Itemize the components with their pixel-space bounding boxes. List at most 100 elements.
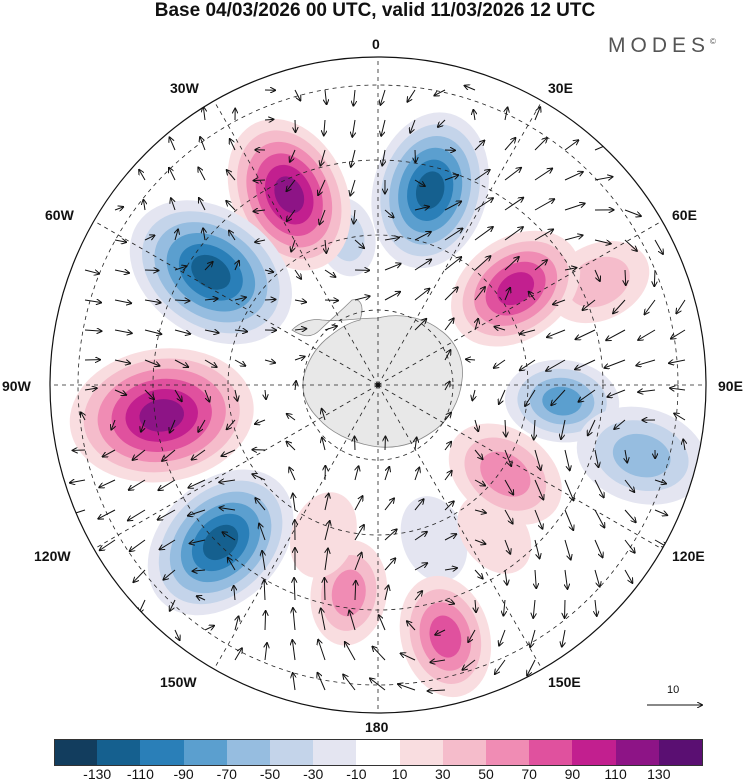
wind-vector bbox=[354, 496, 363, 511]
wind-vector bbox=[604, 359, 626, 368]
wind-vector bbox=[624, 569, 632, 583]
modes-logo: MODES© bbox=[608, 34, 716, 58]
wind-vector bbox=[638, 329, 656, 340]
wind-vector bbox=[133, 569, 146, 582]
wind-vector bbox=[564, 203, 585, 211]
wind-vector bbox=[534, 479, 543, 499]
reference-vector-label: 10 bbox=[667, 684, 680, 696]
wind-vector bbox=[654, 239, 663, 254]
wind-vector bbox=[384, 292, 400, 301]
wind-vector bbox=[111, 419, 115, 430]
anomaly-center-15 bbox=[290, 492, 357, 578]
wind-vector bbox=[160, 539, 176, 549]
wind-vector bbox=[534, 138, 547, 151]
wind-vector bbox=[325, 239, 326, 253]
wind-vector bbox=[144, 389, 154, 399]
wind-vector bbox=[504, 257, 519, 271]
wind-vector bbox=[343, 675, 356, 691]
wind-vector bbox=[407, 89, 416, 102]
wind-vector bbox=[414, 207, 429, 210]
wind-vector bbox=[527, 659, 536, 675]
wind-vector bbox=[444, 600, 454, 604]
wind-vector bbox=[444, 175, 458, 181]
anomaly-contour bbox=[274, 176, 305, 214]
wind-vector bbox=[564, 268, 576, 270]
wind-vector bbox=[322, 409, 325, 421]
wind-vector bbox=[384, 264, 401, 271]
anomaly-center-6 bbox=[147, 469, 294, 616]
wind-vector bbox=[504, 198, 523, 211]
wind-vector bbox=[534, 539, 540, 558]
wind-vector bbox=[169, 168, 176, 181]
colorbar-box bbox=[486, 739, 530, 766]
wind-vector bbox=[204, 330, 219, 333]
wind-vector bbox=[325, 549, 328, 571]
wind-vector bbox=[505, 419, 506, 436]
wind-vector bbox=[414, 179, 425, 186]
wind-vector bbox=[474, 479, 485, 486]
wind-vector bbox=[141, 419, 146, 432]
wind-vector bbox=[349, 611, 356, 631]
wind-vector bbox=[174, 389, 182, 401]
lon-label-0: 0 bbox=[372, 36, 380, 52]
wind-vector bbox=[434, 89, 446, 95]
wind-vector bbox=[534, 509, 542, 529]
colorbar-box bbox=[356, 739, 401, 766]
wind-vector bbox=[503, 599, 505, 616]
wind-vector bbox=[324, 300, 338, 301]
wind-vector bbox=[382, 149, 385, 165]
wind-vector bbox=[219, 480, 236, 482]
wind-vector bbox=[414, 499, 424, 511]
wind-vector bbox=[162, 449, 176, 461]
wind-vector bbox=[128, 509, 146, 520]
wind-vector bbox=[318, 640, 326, 661]
lon-label-120e: 120E bbox=[672, 548, 705, 564]
colorbar-box bbox=[615, 739, 660, 766]
anomaly-center-5 bbox=[69, 348, 254, 483]
wind-vector bbox=[534, 260, 547, 271]
wind-vector bbox=[428, 690, 446, 691]
colorbar-tick-label: 70 bbox=[521, 766, 537, 782]
wind-vector bbox=[638, 390, 656, 392]
colorbar-box bbox=[313, 739, 357, 766]
wind-vector bbox=[474, 510, 486, 513]
wind-vector bbox=[595, 599, 597, 616]
wind-vector bbox=[624, 239, 637, 251]
wind-vector bbox=[265, 643, 267, 661]
wind-vector bbox=[264, 299, 275, 300]
anomaly-contour bbox=[202, 524, 239, 561]
wind-vector bbox=[475, 419, 478, 431]
wind-vector bbox=[624, 509, 636, 522]
wind-vector bbox=[564, 509, 573, 530]
wind-vector bbox=[576, 329, 596, 339]
wind-vector bbox=[235, 616, 239, 631]
wind-vector bbox=[199, 198, 206, 211]
wind-vector bbox=[354, 525, 364, 541]
lon-label-30e: 30E bbox=[548, 80, 573, 96]
colorbar-tick-label: -130 bbox=[83, 766, 112, 782]
wind-vector bbox=[144, 329, 161, 334]
wind-vector bbox=[414, 319, 426, 331]
anomaly-center-8 bbox=[399, 575, 492, 698]
meridian-line bbox=[377, 100, 543, 386]
anomaly-center-0 bbox=[400, 496, 468, 582]
wind-vector bbox=[594, 449, 598, 467]
wind-vector bbox=[474, 540, 485, 544]
colorbar-box bbox=[529, 739, 573, 766]
wind-vector bbox=[683, 439, 685, 451]
wind-vector bbox=[607, 389, 626, 397]
wind-vector bbox=[255, 498, 266, 511]
wind-vector bbox=[287, 414, 296, 421]
wind-vector bbox=[444, 534, 456, 541]
wind-vector bbox=[294, 300, 306, 302]
wind-vector bbox=[594, 539, 603, 557]
south-pole-marker bbox=[375, 382, 381, 388]
wind-vector bbox=[235, 389, 237, 401]
wind-vector bbox=[472, 389, 475, 400]
wind-vector bbox=[505, 107, 508, 121]
wind-vector bbox=[415, 149, 416, 162]
wind-vector bbox=[289, 468, 296, 481]
wind-vector bbox=[255, 240, 266, 242]
wind-vector bbox=[226, 201, 236, 211]
wind-vector bbox=[293, 494, 295, 511]
